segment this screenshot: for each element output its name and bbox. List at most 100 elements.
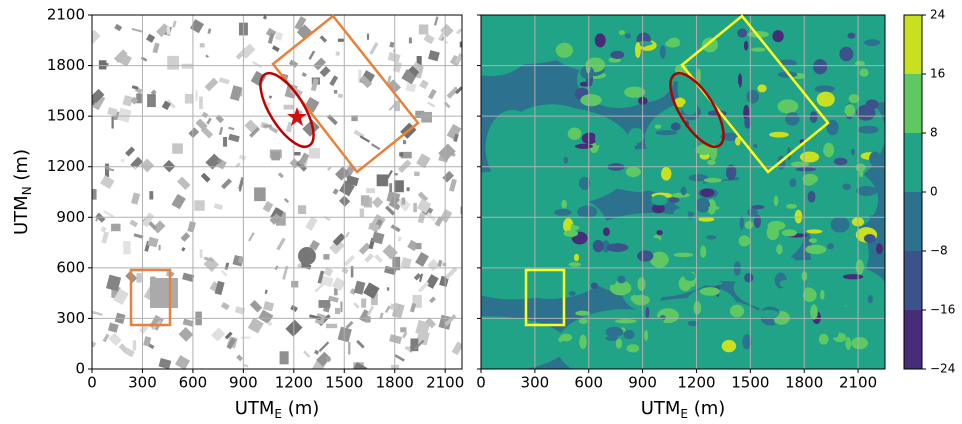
contour-region bbox=[781, 199, 785, 206]
contour-region bbox=[848, 33, 856, 39]
contour-region bbox=[858, 126, 879, 134]
contour-region bbox=[769, 132, 789, 138]
contour-region bbox=[554, 209, 571, 216]
building bbox=[319, 300, 331, 308]
contour-region bbox=[580, 94, 601, 106]
contour-region bbox=[795, 167, 816, 171]
x-tick-label: 1800 bbox=[376, 374, 414, 392]
contour-region bbox=[791, 161, 809, 166]
building bbox=[92, 189, 96, 200]
contour-region bbox=[569, 262, 582, 267]
contour-region bbox=[864, 234, 876, 243]
building bbox=[394, 180, 404, 192]
contour-region bbox=[617, 275, 625, 283]
building bbox=[334, 90, 338, 94]
axis-label: UTMN (m) bbox=[11, 149, 34, 235]
colorbar-band bbox=[904, 310, 922, 369]
building bbox=[348, 342, 350, 354]
colorbar-tick-label: −16 bbox=[930, 303, 955, 317]
colorbar-tick-label: 8 bbox=[930, 126, 938, 140]
contour-region bbox=[660, 45, 666, 58]
contour-region bbox=[615, 319, 637, 323]
contour-region bbox=[838, 102, 843, 115]
building bbox=[298, 247, 316, 265]
building bbox=[421, 112, 432, 123]
contour-region bbox=[744, 41, 748, 51]
y-tick-label: 1500 bbox=[47, 107, 85, 125]
contour-region bbox=[564, 157, 568, 164]
contour-region bbox=[739, 235, 751, 246]
contour-region bbox=[619, 30, 625, 35]
contour-region bbox=[728, 82, 740, 89]
contour-region bbox=[656, 230, 662, 235]
building bbox=[150, 278, 178, 308]
contour-region bbox=[637, 277, 645, 291]
colorbar-band bbox=[904, 133, 922, 192]
colorbar-tick-label: 0 bbox=[930, 185, 938, 199]
building bbox=[443, 263, 447, 266]
contour-region bbox=[819, 334, 829, 345]
building bbox=[294, 152, 301, 155]
contour-region bbox=[626, 166, 641, 177]
axis-label: UTME (m) bbox=[641, 398, 726, 421]
building bbox=[361, 195, 369, 205]
x-tick-label: 600 bbox=[574, 374, 603, 392]
contour-region bbox=[805, 245, 826, 255]
contour-region bbox=[806, 307, 810, 312]
contour-region bbox=[810, 304, 818, 319]
building bbox=[335, 308, 340, 314]
contour-region bbox=[859, 68, 868, 77]
contour-region bbox=[653, 317, 664, 330]
contour-region bbox=[644, 330, 648, 341]
y-tick-label: 1800 bbox=[47, 56, 85, 74]
building bbox=[367, 34, 369, 40]
colorbar-tick-label: 16 bbox=[930, 67, 945, 81]
x-tick-label: 900 bbox=[628, 374, 657, 392]
building bbox=[200, 249, 203, 258]
x-tick-label: 1500 bbox=[325, 374, 363, 392]
x-tick-label: 1200 bbox=[677, 374, 715, 392]
contour-region bbox=[744, 273, 753, 283]
building bbox=[123, 241, 130, 254]
contour-region bbox=[746, 90, 759, 104]
contour-region bbox=[753, 144, 757, 148]
contour-region bbox=[693, 301, 701, 315]
x-tick-label: 300 bbox=[128, 374, 157, 392]
contour-region bbox=[737, 29, 747, 38]
building bbox=[326, 324, 337, 328]
contour-region bbox=[831, 217, 850, 233]
contour-region bbox=[561, 200, 567, 209]
building bbox=[167, 26, 171, 34]
colorbar-band bbox=[904, 15, 922, 74]
contour-region bbox=[637, 250, 653, 261]
contour-region bbox=[669, 197, 679, 202]
contour-region bbox=[767, 134, 772, 148]
contour-region bbox=[734, 261, 741, 275]
contour-region bbox=[702, 37, 718, 52]
contour-region bbox=[556, 43, 573, 58]
contour-region bbox=[706, 235, 716, 239]
label-part: UTM bbox=[235, 398, 275, 419]
building bbox=[200, 43, 205, 47]
building bbox=[280, 351, 289, 364]
contour-region bbox=[700, 246, 706, 258]
contour-region bbox=[876, 243, 883, 254]
building bbox=[185, 94, 193, 104]
building bbox=[413, 203, 417, 212]
building bbox=[159, 245, 161, 250]
building bbox=[182, 64, 193, 69]
building bbox=[334, 288, 338, 295]
contour-region bbox=[722, 340, 736, 352]
building bbox=[389, 183, 392, 192]
contour-region bbox=[839, 47, 853, 62]
y-tick-label: 600 bbox=[56, 258, 85, 276]
contour-region bbox=[804, 287, 812, 297]
y-tick-label: 300 bbox=[56, 309, 85, 327]
label-part: (m) bbox=[688, 398, 725, 419]
contour-region bbox=[813, 59, 827, 74]
contour-region bbox=[651, 143, 668, 157]
contour-region bbox=[827, 209, 847, 215]
building bbox=[399, 152, 403, 156]
building bbox=[366, 188, 375, 193]
contour-region bbox=[778, 99, 799, 113]
